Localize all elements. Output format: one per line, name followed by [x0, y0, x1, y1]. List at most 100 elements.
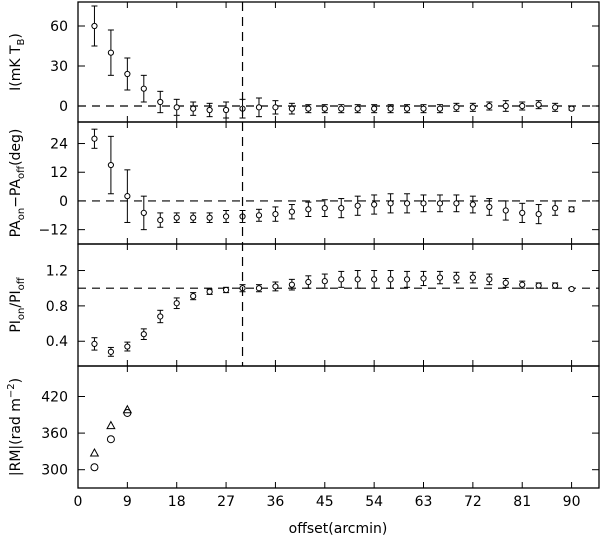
data-point — [272, 206, 279, 222]
point-marker — [140, 331, 147, 338]
y-axis-label-part: off — [16, 276, 27, 290]
point-marker — [305, 206, 312, 213]
data-point — [107, 29, 115, 76]
data-point — [288, 278, 295, 291]
point-marker — [387, 276, 394, 283]
point-marker — [91, 22, 98, 30]
x-tick-label: 18 — [168, 494, 186, 510]
data-point — [354, 104, 361, 114]
y-axis-label-part: −PA — [8, 179, 24, 208]
data-point — [371, 270, 378, 289]
point-marker — [173, 104, 180, 111]
point-marker — [469, 274, 476, 281]
y-axis-label-part: (deg) — [8, 129, 24, 166]
point-marker — [420, 200, 427, 207]
point-marker — [403, 200, 411, 207]
point-marker — [420, 105, 427, 112]
data-point — [519, 202, 526, 223]
panel-rm: 300 360 420 |RM|(rad m−2) — [6, 365, 600, 489]
data-point — [255, 97, 263, 118]
data-point — [272, 281, 279, 292]
y-axis-label-part: ) — [8, 378, 24, 383]
point-marker — [486, 203, 493, 211]
triangle-marker — [122, 404, 133, 414]
data-point — [190, 292, 197, 301]
data-point — [535, 282, 542, 289]
y-axis-label-part: on — [16, 308, 27, 320]
x-tick-label: 90 — [563, 494, 581, 510]
data-point — [469, 271, 476, 284]
data-point — [469, 195, 476, 214]
point-marker — [255, 212, 263, 219]
point-marker — [288, 208, 295, 215]
data-point — [140, 328, 147, 340]
data-point — [519, 280, 526, 289]
y-tick-label: 360 — [41, 426, 68, 442]
x-tick-label: 63 — [415, 494, 433, 510]
point-marker — [107, 161, 115, 169]
point-marker — [190, 214, 197, 221]
point-marker — [107, 348, 115, 355]
point-marker — [321, 278, 328, 285]
point-marker — [436, 200, 444, 207]
point-marker — [321, 105, 328, 112]
y-axis-label-part: ) — [8, 33, 24, 38]
data-point — [124, 341, 131, 352]
point-marker — [157, 98, 164, 106]
point-marker — [206, 214, 213, 221]
point-marker — [486, 276, 493, 283]
point-marker — [190, 293, 197, 300]
point-marker — [453, 274, 460, 281]
point-marker — [354, 276, 361, 283]
point-marker — [371, 276, 378, 283]
data-point — [502, 277, 509, 288]
data-point — [502, 100, 509, 112]
data-point — [157, 309, 164, 324]
data-point — [173, 297, 180, 310]
data-point — [535, 100, 542, 110]
point-marker — [338, 276, 345, 283]
point-marker — [124, 343, 131, 350]
point-marker — [354, 105, 361, 112]
y-tick-label: 0.4 — [46, 334, 68, 350]
y-axis-label-part: B — [16, 38, 27, 45]
data-point — [272, 100, 279, 115]
point-marker — [387, 200, 394, 207]
point-marker — [124, 70, 131, 78]
y-axis-label-part: /PI — [8, 290, 24, 307]
data-point — [420, 270, 427, 287]
point-marker — [157, 313, 164, 320]
data-point — [371, 104, 378, 114]
y-axis-label-part: PI — [8, 320, 24, 333]
data-point — [453, 102, 460, 112]
point-marker — [288, 281, 295, 288]
point-marker — [157, 216, 164, 224]
data-point — [519, 101, 526, 111]
point-marker — [535, 282, 542, 289]
data-point — [157, 212, 164, 228]
y-tick-label: 1.2 — [46, 264, 68, 280]
y-axis-label-part: PA — [8, 220, 24, 238]
data-point — [305, 275, 312, 289]
point-marker — [535, 210, 542, 218]
x-tick-label: 54 — [365, 494, 383, 510]
data-point — [453, 271, 460, 284]
data-point — [255, 208, 263, 222]
data-point — [568, 105, 575, 112]
point-marker — [568, 285, 575, 293]
point-marker — [469, 201, 476, 208]
panel-intensity: 0 30 60 I(mK TB) — [8, 1, 600, 123]
y-axis-label: |RM|(rad m−2) — [6, 378, 24, 476]
point-marker — [568, 105, 575, 112]
point-marker — [140, 209, 147, 217]
data-point — [305, 201, 312, 217]
data-point — [420, 194, 427, 213]
point-marker — [255, 285, 263, 292]
x-tick-label: 0 — [74, 494, 83, 510]
data-point — [502, 200, 509, 221]
point-marker — [535, 101, 542, 108]
data-point — [403, 193, 411, 214]
point-marker — [486, 102, 493, 110]
